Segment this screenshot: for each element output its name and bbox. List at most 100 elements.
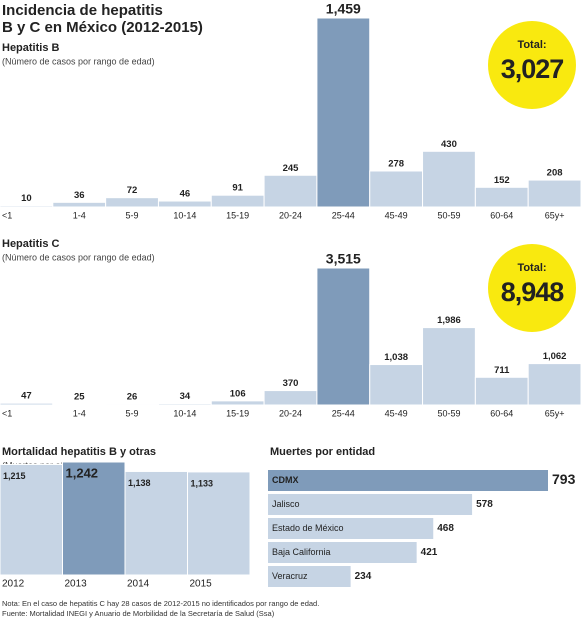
- bar: [157, 403, 212, 406]
- value-label: 36: [74, 190, 85, 201]
- value-label: 208: [547, 168, 563, 179]
- x-tick-label: 1-4: [73, 408, 86, 418]
- bar: [316, 267, 371, 406]
- bar: [527, 179, 581, 208]
- value-label: 25: [74, 392, 85, 403]
- value-label: 468: [437, 523, 454, 534]
- value-label: 234: [355, 571, 372, 582]
- x-tick-label: 45-49: [385, 408, 408, 418]
- bar: [210, 400, 265, 406]
- bar: [105, 403, 159, 406]
- x-tick-label: <1: [2, 210, 12, 220]
- source: Fuente: Mortalidad INEGI y Anuario de Mo…: [2, 609, 275, 618]
- bar: [52, 201, 107, 208]
- x-tick-label: 10-14: [173, 408, 196, 418]
- bar: [268, 494, 473, 515]
- category-label: Veracruz: [272, 571, 308, 581]
- bar: [316, 17, 371, 208]
- chart-title: Hepatitis B: [2, 42, 60, 54]
- page-title: B y C en México (2012-2015): [2, 19, 203, 36]
- value-label: 91: [232, 183, 243, 194]
- bar: [268, 566, 351, 587]
- x-tick-label: <1: [2, 408, 12, 418]
- x-tick-label: 25-44: [332, 210, 355, 220]
- bar: [263, 390, 318, 406]
- x-tick-label: 10-14: [173, 210, 196, 220]
- total-value: 3,027: [501, 54, 564, 84]
- value-label: 47: [21, 391, 32, 402]
- value-label: 46: [180, 189, 191, 200]
- value-label: 1,062: [543, 351, 567, 362]
- bar: [369, 364, 424, 406]
- x-tick-label: 65y+: [545, 210, 565, 220]
- value-label: 1,242: [66, 465, 99, 480]
- x-tick-label: 60-64: [490, 210, 513, 220]
- value-label: 1,138: [128, 478, 151, 488]
- category-label: Jalisco: [272, 499, 300, 509]
- x-tick-label: 50-59: [437, 210, 460, 220]
- note: Nota: En el caso de hepatitis C hay 28 c…: [2, 599, 319, 608]
- total-badge: [488, 244, 576, 332]
- value-label: 152: [494, 175, 510, 186]
- x-tick-label: 45-49: [385, 210, 408, 220]
- x-tick-label: 25-44: [332, 408, 355, 418]
- value-label: 26: [127, 392, 138, 403]
- bar: [422, 327, 476, 406]
- value-label: 370: [283, 378, 299, 389]
- x-tick-label: 5-9: [126, 408, 139, 418]
- x-tick-label: 20-24: [279, 408, 302, 418]
- bar: [474, 376, 529, 406]
- bar: [268, 470, 548, 491]
- x-tick-label: 60-64: [490, 408, 513, 418]
- x-tick-label: 65y+: [545, 408, 565, 418]
- x-tick-label: 50-59: [437, 408, 460, 418]
- x-tick-label: 2014: [127, 579, 150, 590]
- bar: [105, 197, 159, 208]
- x-tick-label: 2013: [65, 579, 88, 590]
- value-label: 34: [180, 391, 191, 402]
- chart-subtitle: (Número de casos por rango de edad): [2, 252, 155, 262]
- total-label: Total:: [517, 262, 546, 274]
- value-label: 421: [421, 547, 438, 558]
- bar: [210, 194, 265, 208]
- bar: [268, 542, 417, 563]
- x-tick-label: 20-24: [279, 210, 302, 220]
- value-label: 10: [21, 193, 32, 204]
- category-label: Baja California: [272, 547, 331, 557]
- bar: [124, 470, 188, 576]
- value-label: 578: [476, 499, 493, 510]
- value-label: 3,515: [326, 251, 361, 267]
- value-label: 72: [127, 185, 138, 196]
- chart-subtitle: (Número de casos por rango de edad): [2, 56, 155, 66]
- total-label: Total:: [517, 39, 546, 51]
- total-value: 8,948: [501, 277, 565, 307]
- category-label: Estado de México: [272, 523, 344, 533]
- chart-title: Mortalidad hepatitis B y otras: [2, 446, 156, 458]
- total-badge: [488, 21, 576, 109]
- x-tick-label: 15-19: [226, 408, 249, 418]
- x-tick-label: 2015: [190, 579, 213, 590]
- value-label: 711: [494, 365, 510, 376]
- bar: [527, 363, 581, 406]
- bar: [52, 403, 107, 406]
- bar: [422, 150, 476, 208]
- bar: [157, 200, 212, 208]
- value-label: 1,459: [326, 1, 361, 17]
- bar: [62, 461, 126, 576]
- value-label: 1,038: [384, 352, 408, 363]
- x-tick-label: 2012: [2, 579, 25, 590]
- bar: [0, 463, 63, 576]
- bar: [263, 174, 318, 208]
- value-label: 1,133: [191, 478, 214, 488]
- value-label: 1,986: [437, 315, 461, 326]
- x-tick-label: 5-9: [126, 210, 139, 220]
- chart-title: Muertes por entidad: [270, 446, 375, 458]
- value-label: 245: [283, 163, 300, 174]
- bar: [268, 518, 434, 539]
- value-label: 106: [230, 388, 246, 399]
- bar: [474, 186, 529, 208]
- x-tick-label: 1-4: [73, 210, 86, 220]
- page-title: Incidencia de hepatitis: [2, 2, 163, 19]
- chart-title: Hepatitis C: [2, 238, 60, 250]
